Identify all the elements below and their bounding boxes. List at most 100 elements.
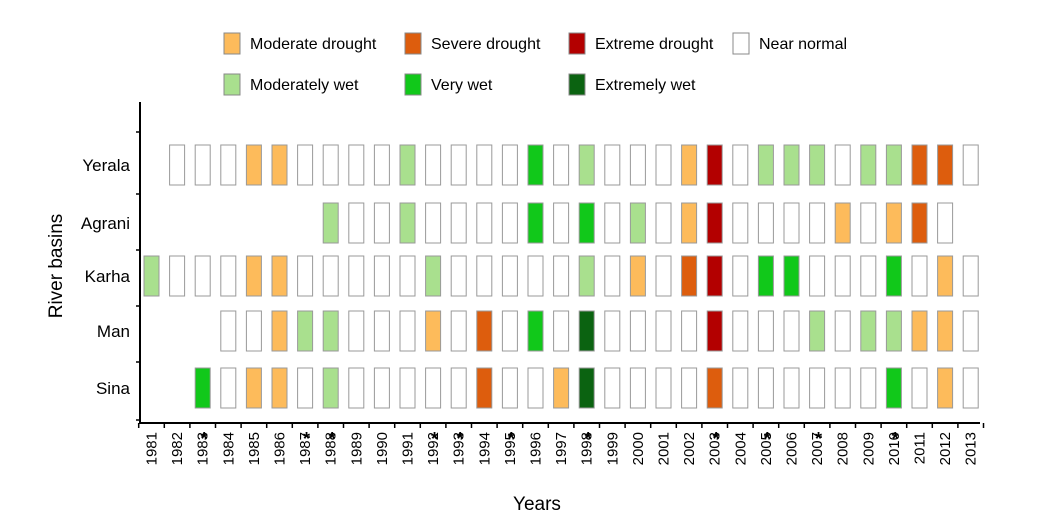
cell-man-1993 [450, 310, 467, 352]
cell-man-2008 [834, 310, 851, 352]
legend-label-ed: Extreme drought [595, 36, 714, 53]
cell-man-2013 [962, 310, 979, 352]
dry-year-marker: * [713, 429, 720, 449]
row-label-karha: Karha [85, 267, 131, 286]
cell-yerala-2000 [629, 144, 646, 186]
legend-swatch-mw [223, 73, 241, 96]
cell-agrani-1996 [527, 202, 544, 244]
cell-yerala-1986 [271, 144, 288, 186]
cell-sina-1990 [373, 367, 390, 409]
legend-label-nn: Near normal [759, 36, 847, 53]
cell-karha-2003 [706, 255, 723, 297]
dry-year-marker: * [303, 429, 310, 449]
cell-karha-2001 [655, 255, 672, 297]
cell-sina-2010 [885, 367, 902, 409]
cell-man-1985 [245, 310, 262, 352]
cell-man-1994 [476, 310, 493, 352]
cell-man-2005 [757, 310, 774, 352]
cell-karha-1995 [501, 255, 518, 297]
cell-agrani-1988 [322, 202, 339, 244]
cell-yerala-1999 [604, 144, 621, 186]
cell-sina-1986 [271, 367, 288, 409]
x-tick-label: 1982 [169, 432, 186, 465]
cell-sina-1999 [604, 367, 621, 409]
cell-karha-2007 [809, 255, 826, 297]
cell-karha-1991 [399, 255, 416, 297]
cell-agrani-2012 [937, 202, 954, 244]
cell-yerala-1991 [399, 144, 416, 186]
cell-yerala-2008 [834, 144, 851, 186]
cell-karha-1989 [348, 255, 365, 297]
legend-label-sd: Severe drought [431, 36, 541, 53]
x-tick-label: 2003 [707, 432, 724, 465]
dry-year-marker: * [329, 429, 336, 449]
cell-agrani-2009 [860, 202, 877, 244]
cell-agrani-1993 [450, 202, 467, 244]
dry-year-marker: * [892, 429, 899, 449]
cell-yerala-1997 [553, 144, 570, 186]
cell-yerala-2004 [732, 144, 749, 186]
cell-man-1992 [425, 310, 442, 352]
legend: Moderate drought Severe drought Extreme dr… [223, 32, 847, 96]
cell-sina-1991 [399, 367, 416, 409]
cell-man-2011 [911, 310, 928, 352]
cell-karha-1988 [322, 255, 339, 297]
cell-agrani-1989 [348, 202, 365, 244]
x-axis-title: Years [513, 494, 561, 515]
cell-yerala-1990 [373, 144, 390, 186]
cell-agrani-1994 [476, 202, 493, 244]
x-tick-label: 1985 [246, 432, 263, 465]
cell-sina-1988 [322, 367, 339, 409]
cell-karha-1987 [297, 255, 314, 297]
x-tick-label: 2008 [835, 432, 852, 465]
cell-karha-1999 [604, 255, 621, 297]
cell-sina-1996 [527, 367, 544, 409]
cell-karha-2013 [962, 255, 979, 297]
cell-karha-2005 [757, 255, 774, 297]
cell-agrani-1990 [373, 202, 390, 244]
legend-swatch-nn [732, 32, 750, 55]
cell-yerala-1995 [501, 144, 518, 186]
cell-yerala-1985 [245, 144, 262, 186]
cell-man-2010 [885, 310, 902, 352]
cell-yerala-1996 [527, 144, 544, 186]
cell-karha-1993 [450, 255, 467, 297]
legend-label-vw: Very wet [431, 77, 493, 94]
x-tick-label: 1993 [451, 432, 468, 465]
x-tick-label: 2011 [912, 432, 929, 464]
x-tick-label: 2013 [963, 432, 980, 465]
cell-karha-1986 [271, 255, 288, 297]
legend-swatch-ed [568, 32, 586, 55]
cell-agrani-2007 [809, 202, 826, 244]
dry-year-marker: * [457, 429, 464, 449]
cell-sina-1987 [297, 367, 314, 409]
cell-karha-2010 [885, 255, 902, 297]
x-tick-label: 1997 [553, 432, 570, 465]
cell-agrani-1991 [399, 202, 416, 244]
cell-karha-1985 [245, 255, 262, 297]
x-tick-label: 2010 [886, 432, 903, 465]
cell-man-1997 [553, 310, 570, 352]
cell-karha-2011 [911, 255, 928, 297]
cell-man-1996 [527, 310, 544, 352]
x-tick-label: 1986 [272, 432, 289, 465]
cell-man-2004 [732, 310, 749, 352]
cell-man-1998 [578, 310, 595, 352]
cell-agrani-2008 [834, 202, 851, 244]
cell-man-1991 [399, 310, 416, 352]
cell-agrani-1997 [553, 202, 570, 244]
cell-karha-2000 [629, 255, 646, 297]
cell-karha-1997 [553, 255, 570, 297]
cell-man-2012 [937, 310, 954, 352]
cell-man-2002 [681, 310, 698, 352]
cell-yerala-1992 [425, 144, 442, 186]
cell-karha-1984 [220, 255, 237, 297]
cell-sina-2002 [681, 367, 698, 409]
x-tick-label: 1994 [476, 432, 493, 465]
cell-sina-2003 [706, 367, 723, 409]
legend-swatch-vw [404, 73, 422, 96]
cell-yerala-1983 [194, 144, 211, 186]
cell-yerala-2010 [885, 144, 902, 186]
cell-yerala-2001 [655, 144, 672, 186]
cell-yerala-2007 [809, 144, 826, 186]
